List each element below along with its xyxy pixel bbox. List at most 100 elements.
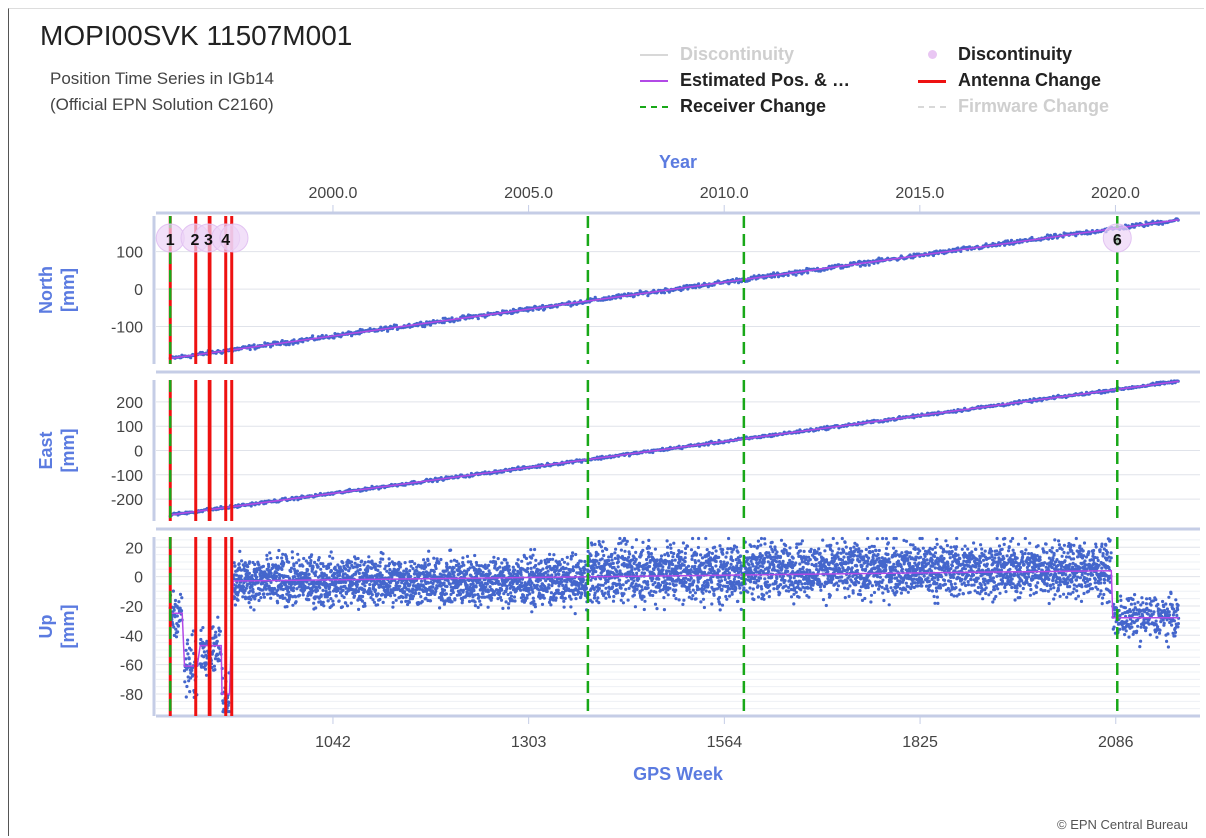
bottom-axis-tick-label: 1564 [707, 734, 743, 751]
data-point [445, 584, 449, 589]
y-tick-label: 20 [125, 540, 143, 557]
data-point [393, 593, 397, 597]
data-point [337, 599, 341, 603]
data-point [227, 701, 231, 705]
bottom-axis-tick-label: 2086 [1098, 734, 1134, 751]
data-point [645, 568, 650, 572]
data-point [506, 606, 511, 610]
data-point [618, 578, 622, 582]
data-point [190, 668, 194, 673]
data-point [259, 596, 263, 600]
data-point [513, 599, 517, 603]
data-point [526, 566, 530, 571]
data-point [328, 590, 332, 594]
data-point [641, 548, 645, 553]
data-point [647, 538, 651, 543]
data-point [528, 592, 532, 596]
data-point [291, 603, 295, 607]
data-point [292, 586, 296, 590]
top-axis-tick-label: 2005.0 [504, 185, 553, 202]
data-point [325, 595, 329, 599]
data-point [444, 592, 448, 596]
data-point [282, 561, 286, 565]
data-point [376, 603, 380, 607]
data-point [597, 561, 601, 566]
data-point [557, 572, 561, 577]
data-point [640, 588, 644, 592]
data-point [344, 601, 348, 605]
data-point [602, 567, 607, 572]
data-point [473, 604, 477, 608]
data-point [184, 695, 188, 699]
data-point [505, 584, 509, 589]
data-point [623, 549, 627, 553]
data-point [289, 569, 293, 574]
data-point [427, 549, 431, 553]
data-point [505, 561, 509, 565]
data-point [171, 589, 175, 593]
data-point [363, 584, 367, 588]
data-point [579, 595, 583, 599]
data-point [547, 583, 551, 587]
y-tick-label: 200 [116, 395, 143, 412]
data-point [398, 565, 402, 569]
data-point [176, 624, 180, 628]
data-point [487, 563, 491, 568]
data-point [311, 334, 315, 338]
data-point [739, 280, 744, 284]
data-point [391, 605, 395, 609]
data-point [423, 325, 427, 329]
data-point [635, 571, 639, 575]
data-point [697, 282, 701, 286]
data-point [472, 589, 476, 593]
data-point [529, 566, 533, 571]
legend-label: Discontinuity [680, 44, 795, 64]
data-point [621, 583, 625, 587]
data-point [562, 599, 566, 603]
data-point [604, 596, 608, 600]
data-point [398, 584, 402, 588]
data-point [211, 625, 215, 629]
page-title: MOPI00SVK 11507M001 [40, 20, 353, 51]
data-point [233, 564, 237, 568]
data-point [302, 556, 306, 561]
data-point [571, 565, 576, 569]
data-point [306, 568, 310, 572]
data-point [806, 271, 810, 275]
data-point [509, 591, 513, 595]
data-point [435, 479, 439, 483]
data-point [649, 552, 654, 556]
data-point [384, 564, 388, 568]
data-point [213, 668, 217, 672]
top-axis-title: Year [659, 152, 697, 172]
data-point [457, 562, 461, 566]
data-point [562, 560, 567, 564]
data-point [541, 303, 545, 308]
data-point [455, 559, 459, 564]
y-axis-title: [mm] [58, 429, 78, 473]
y-axis-title: Up [36, 615, 56, 639]
data-point [654, 590, 658, 594]
data-point [211, 649, 215, 653]
data-point [449, 548, 453, 552]
data-point [322, 604, 326, 608]
data-point [582, 571, 586, 575]
data-point [599, 545, 604, 549]
data-point [619, 548, 624, 552]
data-point [646, 294, 650, 298]
data-point [488, 585, 492, 589]
data-point [445, 568, 449, 572]
data-point [496, 557, 500, 561]
data-point [214, 630, 218, 634]
data-point [453, 598, 457, 602]
data-point [1074, 234, 1078, 238]
y-axis-title: North [36, 266, 56, 314]
data-point [402, 569, 406, 573]
data-point [251, 590, 255, 594]
data-point [492, 593, 497, 597]
data-point [329, 550, 333, 554]
data-point [500, 588, 504, 592]
data-point [262, 595, 266, 599]
data-point [321, 588, 325, 593]
data-point [301, 593, 305, 597]
